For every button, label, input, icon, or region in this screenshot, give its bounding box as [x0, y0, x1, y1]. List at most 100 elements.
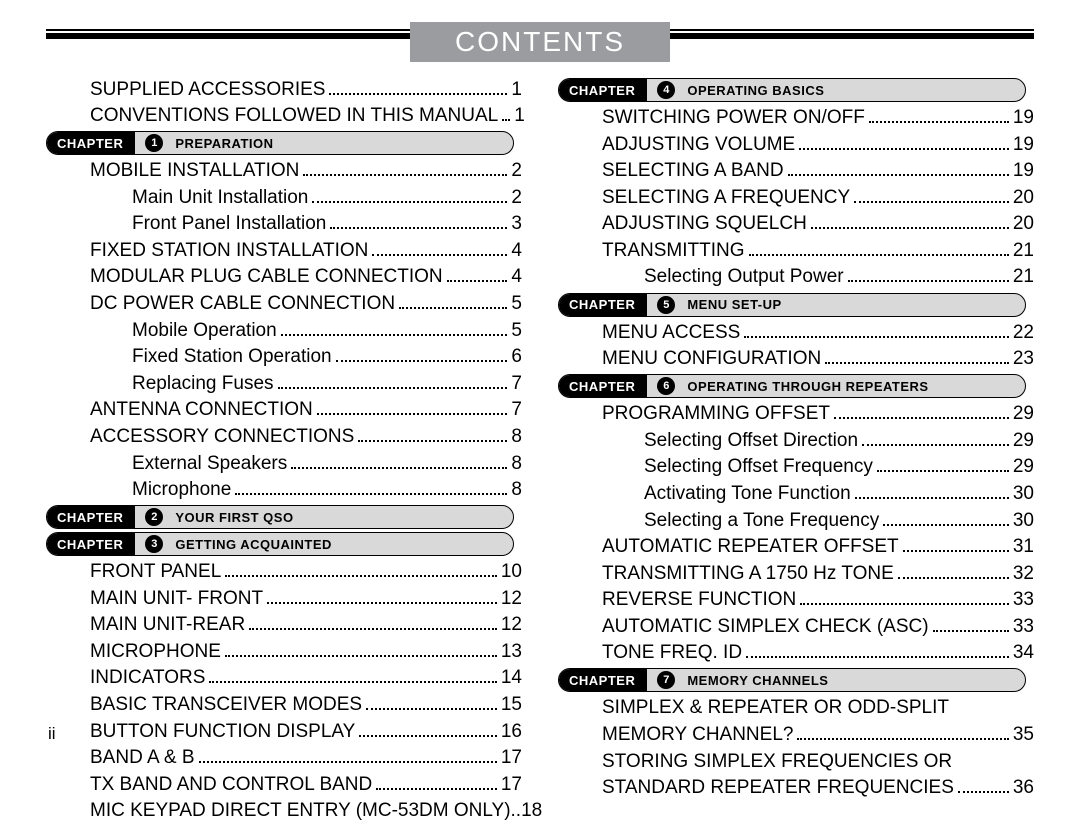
toc-entry: Selecting a Tone Frequency 30	[558, 508, 1034, 533]
chapter-number: 2	[145, 508, 163, 526]
toc-label: PROGRAMMING OFFSET	[602, 401, 830, 426]
toc-entry: SELECTING A BAND 19	[558, 158, 1034, 183]
toc-entry: AUTOMATIC REPEATER OFFSET 31	[558, 534, 1034, 559]
toc-page: 10	[501, 559, 522, 584]
toc-page: 21	[1013, 238, 1034, 263]
leader-dots	[788, 161, 1009, 176]
chapter-header: CHAPTER6OPERATING THROUGH REPEATERS	[558, 374, 1026, 398]
toc-entry: Replacing Fuses7	[46, 371, 522, 396]
chapter-header: CHAPTER2YOUR FIRST QSO	[46, 505, 514, 529]
leader-dots	[267, 589, 497, 604]
toc-page: 6	[511, 344, 522, 369]
toc-label: AUTOMATIC REPEATER OFFSET	[602, 534, 899, 559]
leader-dots	[749, 241, 1009, 256]
leader-dots	[366, 695, 497, 710]
toc-page: 19	[1013, 158, 1034, 183]
leader-dots	[862, 431, 1009, 446]
toc-label: MAIN UNIT-REAR	[90, 612, 245, 637]
page: CONTENTS SUPPLIED ACCESSORIES1CONVENTION…	[46, 0, 1034, 825]
toc-entry: MOBILE INSTALLATION2	[46, 158, 522, 183]
leader-dots	[317, 400, 508, 415]
toc-page: 23	[1013, 346, 1034, 371]
toc-entry: PROGRAMMING OFFSET29	[558, 401, 1034, 426]
toc-entry: BUTTON FUNCTION DISPLAY16	[46, 719, 522, 744]
toc-label: ANTENNA CONNECTION	[90, 397, 313, 422]
toc-entry: SWITCHING POWER ON/OFF19	[558, 105, 1034, 130]
toc-label: Replacing Fuses	[132, 371, 274, 396]
toc-entry: DC POWER CABLE CONNECTION5	[46, 291, 522, 316]
toc-entry: CONVENTIONS FOLLOWED IN THIS MANUAL1	[46, 103, 522, 128]
toc-entry: Front Panel Installation 3	[46, 211, 522, 236]
leader-dots	[358, 427, 507, 442]
chapter-title: MEMORY CHANNELS	[687, 673, 828, 688]
chapter-title: OPERATING BASICS	[687, 83, 824, 98]
toc-label: ACCESSORY CONNECTIONS	[90, 424, 354, 449]
toc-label: Selecting Output Power	[644, 264, 844, 289]
leader-dots	[376, 775, 497, 790]
leader-dots	[199, 748, 497, 763]
toc-entry: FIXED STATION INSTALLATION4	[46, 238, 522, 263]
toc-page: 15	[501, 692, 522, 717]
leader-dots	[291, 453, 507, 468]
leader-dots	[799, 134, 1009, 149]
toc-label: TONE FREQ. ID	[602, 640, 742, 665]
page-title: CONTENTS	[455, 26, 625, 58]
toc-page: 2	[511, 158, 522, 183]
toc-entry: TRANSMITTING 21	[558, 238, 1034, 263]
toc-page: 19	[1013, 132, 1034, 157]
leader-dots	[933, 617, 1009, 632]
chapter-number: 6	[657, 377, 675, 395]
toc-entry: TX BAND AND CONTROL BAND17	[46, 772, 522, 797]
toc-page: 1	[511, 77, 522, 102]
toc-page: 5	[511, 318, 522, 343]
toc-page: 17	[501, 772, 522, 797]
toc-page: 30	[1013, 481, 1034, 506]
chapter-header: CHAPTER7MEMORY CHANNELS	[558, 668, 1026, 692]
toc-entry: MICROPHONE 13	[46, 639, 522, 664]
leader-dots	[854, 188, 1009, 203]
chapter-header: CHAPTER4OPERATING BASICS	[558, 78, 1026, 102]
toc-label: Front Panel Installation	[132, 211, 326, 236]
columns: SUPPLIED ACCESSORIES1CONVENTIONS FOLLOWE…	[46, 75, 1034, 825]
leader-dots	[336, 347, 508, 362]
leader-dots	[958, 778, 1009, 793]
toc-label: SWITCHING POWER ON/OFF	[602, 105, 865, 130]
toc-page: 30	[1013, 508, 1034, 533]
toc-page: 8	[511, 424, 522, 449]
toc-entry: BASIC TRANSCEIVER MODES15	[46, 692, 522, 717]
toc-page: 31	[1013, 534, 1034, 559]
toc-entry: MAIN UNIT- FRONT12	[46, 586, 522, 611]
toc-label: SELECTING A BAND	[602, 158, 784, 183]
toc-entry: ADJUSTING VOLUME 19	[558, 132, 1034, 157]
leader-dots	[903, 537, 1009, 552]
toc-label: ADJUSTING VOLUME	[602, 132, 795, 157]
toc-page: 17	[501, 745, 522, 770]
toc-page: 22	[1013, 320, 1034, 345]
toc-entry: INDICATORS14	[46, 665, 522, 690]
chapter-header: CHAPTER1PREPARATION	[46, 131, 514, 155]
toc-entry: MODULAR PLUG CABLE CONNECTION4	[46, 264, 522, 289]
toc-page: 16	[501, 719, 522, 744]
toc-page: 13	[501, 639, 522, 664]
toc-label: MICROPHONE	[90, 639, 221, 664]
toc-label: Selecting a Tone Frequency	[644, 508, 879, 533]
toc-page: 29	[1013, 428, 1034, 453]
toc-page: 33	[1013, 587, 1034, 612]
toc-page: 3	[511, 211, 522, 236]
chapter-label: CHAPTER	[47, 533, 135, 555]
chapter-title: YOUR FIRST QSO	[175, 510, 293, 525]
chapter-number: 3	[145, 535, 163, 553]
toc-page: 5	[511, 291, 522, 316]
toc-page: 18	[521, 798, 542, 823]
leader-dots	[447, 267, 508, 282]
leader-dots	[800, 590, 1009, 605]
toc-entry: External Speakers8	[46, 451, 522, 476]
title-box: CONTENTS	[410, 22, 670, 62]
toc-label: FRONT PANEL	[90, 559, 221, 584]
toc-entry: TONE FREQ. ID34	[558, 640, 1034, 665]
chapter-header: CHAPTER5MENU SET-UP	[558, 293, 1026, 317]
toc-page: 14	[501, 665, 522, 690]
leader-dots	[225, 642, 497, 657]
toc-entry: Selecting Offset Frequency29	[558, 454, 1034, 479]
toc-label: TRANSMITTING	[602, 238, 745, 263]
